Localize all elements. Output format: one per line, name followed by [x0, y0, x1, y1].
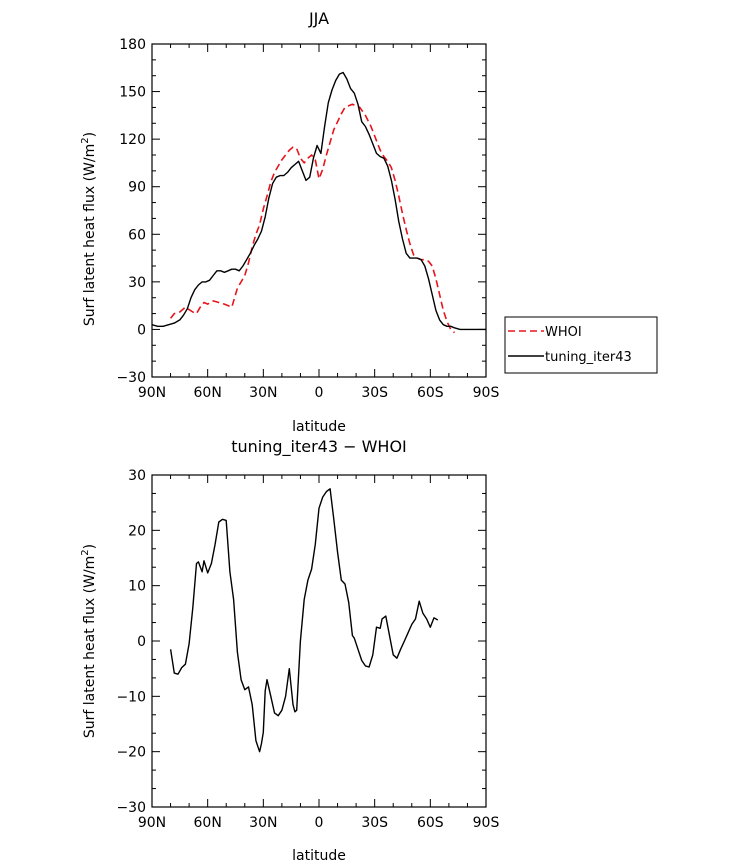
bottom-ytick-label: −20 [116, 745, 146, 761]
bottom-ytick-label: −30 [116, 800, 146, 816]
bottom-ytick-label: 20 [128, 523, 146, 539]
legend-label-tuning: tuning_iter43 [545, 350, 632, 365]
top-ytick-label: 90 [128, 180, 146, 196]
bottom-ytick-label: −10 [116, 689, 146, 705]
bottom-frame [151, 474, 487, 808]
bottom-xtick-label: 60S [417, 815, 444, 831]
top-ylabel-main: Surf latent heat flux (W/m [82, 144, 98, 326]
bottom-xtick-label: 60N [194, 815, 222, 831]
bottom-ytick-label: 30 [128, 468, 146, 484]
top-xtick-label: 60S [417, 385, 444, 401]
top-xtick-label: 30N [249, 385, 277, 401]
bottom-xtick-label: 0 [315, 815, 324, 831]
top-ytick-label: −30 [116, 370, 146, 386]
bottom-xtick-label: 30N [249, 815, 277, 831]
top-plot-area: 90N 60N 30N 0 30S 60S 90S −30 0 30 60 90 120 150 180 [116, 37, 499, 401]
bottom-plot-area: 90N 60N 30N 0 30S 60S 90S −30 −20 −10 0 10 20 30 [116, 468, 499, 831]
bottom-ylabel: Surf latent heat flux (W/m2) [80, 544, 98, 738]
legend-label-whoi: WHOI [545, 325, 582, 340]
bottom-xtick-label: 90N [138, 815, 166, 831]
top-xtick-label: 60N [194, 385, 222, 401]
bottom-xtick-label: 30S [361, 815, 388, 831]
bottom-xlabel: latitude [292, 848, 346, 864]
top-series-line-tuning-iter43 [151, 71, 486, 331]
legend-box [504, 316, 658, 374]
top-xtick-label: 90S [473, 385, 500, 401]
top-frame [151, 43, 487, 378]
top-ytick-label: 0 [137, 322, 146, 338]
top-ylabel: Surf latent heat flux (W/m2) [80, 132, 98, 326]
bottom-ytick-label: 0 [137, 634, 146, 650]
top-ytick-label: 60 [128, 227, 146, 243]
bottom-series-line-0 [169, 488, 439, 753]
bottom-ylabel-close: ) [82, 544, 98, 549]
top-ytick-label: 120 [119, 132, 146, 148]
top-xtick-label: 90N [138, 385, 166, 401]
top-ylabel-close: ) [82, 132, 98, 137]
top-xtick-label: 30S [361, 385, 388, 401]
legend: WHOI tuning_iter43 [504, 316, 658, 374]
bottom-title: tuning_iter43 − WHOI [231, 437, 407, 457]
top-ytick-label: 180 [119, 37, 146, 53]
bottom-xtick-label: 90S [473, 815, 500, 831]
bottom-ytick-label: 10 [128, 579, 146, 595]
top-panel: JJA 90N 60N 30N 0 30S 60S 90S −30 0 30 60 90 120 150 1… [80, 9, 658, 435]
top-title: JJA [308, 9, 329, 28]
top-xlabel: latitude [292, 419, 346, 435]
top-ylabel-sup: 2 [80, 137, 91, 143]
bottom-ylabel-main: Surf latent heat flux (W/m [82, 556, 98, 738]
top-series-line-whoi [169, 103, 456, 334]
top-xtick-label: 0 [315, 385, 324, 401]
top-ytick-label: 150 [119, 85, 146, 101]
bottom-ylabel-sup: 2 [80, 549, 91, 555]
bottom-panel: tuning_iter43 − WHOI 90N 60N 30N 0 30S 60S 90S… [80, 437, 499, 864]
top-ytick-label: 30 [128, 275, 146, 291]
